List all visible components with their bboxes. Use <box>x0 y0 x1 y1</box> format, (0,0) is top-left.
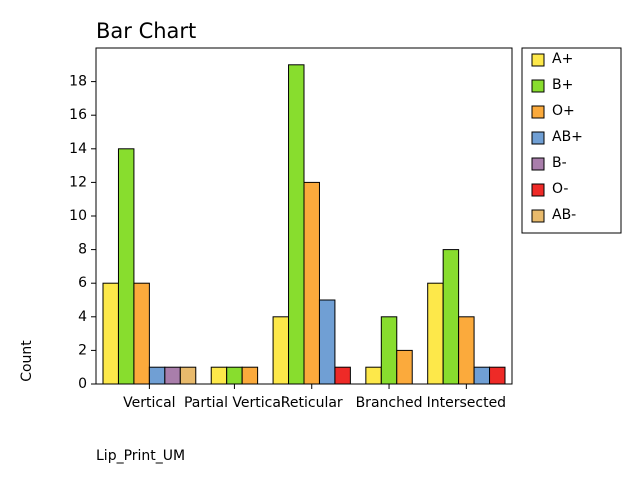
legend-swatch <box>531 131 545 145</box>
legend-swatch <box>531 157 545 171</box>
legend-label: A+ <box>552 51 573 67</box>
x-tick-label: Intersected <box>427 395 506 411</box>
bar <box>226 366 243 385</box>
legend-label: O- <box>552 181 568 197</box>
y-tick-label: 10 <box>69 208 87 224</box>
bar <box>288 64 305 385</box>
legend-label: B+ <box>552 77 573 93</box>
legend-swatch <box>531 79 545 93</box>
bar <box>241 366 259 385</box>
y-tick-label: 0 <box>78 376 87 392</box>
legend-label: AB+ <box>552 129 583 145</box>
bar <box>272 316 290 385</box>
y-tick-label: 16 <box>69 107 87 123</box>
legend-swatch <box>531 209 545 223</box>
bar <box>117 148 135 385</box>
bar <box>179 366 197 385</box>
bar <box>318 299 336 385</box>
y-tick-label: 6 <box>78 275 87 291</box>
y-tick-label: 18 <box>69 74 87 90</box>
y-tick-label: 12 <box>69 174 87 190</box>
x-tick-label: Partial Vertical <box>184 395 285 411</box>
y-tick-label: 4 <box>78 309 87 325</box>
y-tick-label: 14 <box>69 141 87 157</box>
y-tick-label: 2 <box>78 342 87 358</box>
legend-label: B- <box>552 155 567 171</box>
bar <box>396 349 413 385</box>
x-axis-label: Lip_Print_UM <box>96 448 185 464</box>
bar <box>334 366 351 385</box>
legend-swatch <box>531 105 545 119</box>
bar <box>148 366 166 385</box>
bar <box>458 316 475 385</box>
x-tick-label: Reticular <box>281 395 343 411</box>
bar <box>164 366 181 385</box>
y-tick-label: 8 <box>78 242 87 258</box>
legend-swatch <box>531 183 545 197</box>
bar <box>489 366 506 385</box>
bar <box>442 249 460 385</box>
bar <box>365 366 382 385</box>
bar <box>210 366 228 385</box>
bar <box>380 316 398 385</box>
bar <box>427 282 444 385</box>
legend-label: O+ <box>552 103 575 119</box>
legend-label: AB- <box>552 207 576 223</box>
x-tick-label: Branched <box>356 395 423 411</box>
bar <box>133 282 150 385</box>
bar <box>303 181 320 385</box>
x-tick-label: Vertical <box>123 395 175 411</box>
chart-title: Bar Chart <box>96 19 196 43</box>
legend-swatch <box>531 53 545 67</box>
bar <box>102 282 119 385</box>
y-axis-label: Count <box>19 340 35 382</box>
bar <box>473 366 491 385</box>
